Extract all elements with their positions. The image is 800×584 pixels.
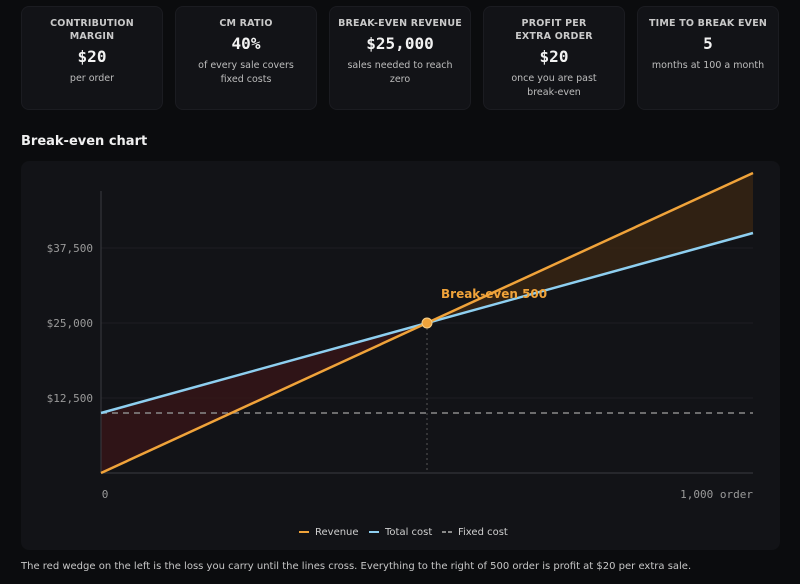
card-label: CM RATIO <box>219 18 273 29</box>
card-subtext: sales needed to reach zero <box>347 60 453 85</box>
legend-label: Revenue <box>315 527 359 538</box>
card-value: 40% <box>231 34 261 53</box>
break-even-marker <box>421 317 433 329</box>
card-subtext: per order <box>69 73 115 84</box>
metric-cards: CONTRIBUTION MARGIN $20 per order CM RAT… <box>21 6 780 110</box>
chart-footnote: The red wedge on the left is the loss yo… <box>21 561 692 572</box>
section-title: Break-even chart <box>21 134 148 149</box>
card-label: PROFIT PER EXTRA ORDER <box>515 18 593 42</box>
card-time-to-break-even: TIME TO BREAK EVEN 5 months at 100 a mon… <box>637 6 779 110</box>
card-contribution-margin: CONTRIBUTION MARGIN $20 per order <box>21 6 163 110</box>
legend-label: Total cost <box>384 527 432 538</box>
card-cm-ratio: CM RATIO 40% of every sale covers fixed … <box>175 6 317 110</box>
chart-svg: Break-even 500 $12,500 $25,000 $37,500 0 1,00… <box>47 171 754 538</box>
y-tick-label: $12,500 <box>47 392 93 405</box>
x-tick-label: 1,000 order <box>680 488 753 501</box>
card-profit-per-extra-order: PROFIT PER EXTRA ORDER $20 once you are … <box>483 6 625 110</box>
legend-label: Fixed cost <box>458 527 508 538</box>
card-label: CONTRIBUTION MARGIN <box>50 18 134 42</box>
break-even-chart: Break-even 500 $12,500 $25,000 $37,500 0 1,00… <box>21 161 780 550</box>
y-tick-label: $37,500 <box>47 242 93 255</box>
card-value: 5 <box>703 34 713 53</box>
y-tick-label: $25,000 <box>47 317 93 330</box>
card-value: $20 <box>77 47 107 66</box>
card-value: $20 <box>539 47 569 66</box>
card-subtext: of every sale covers fixed costs <box>198 60 294 85</box>
card-subtext: once you are past break-even <box>511 73 597 98</box>
x-tick-label: 0 <box>102 488 109 501</box>
card-break-even-revenue: BREAK-EVEN REVENUE $25,000 sales needed … <box>329 6 471 110</box>
card-label: BREAK-EVEN REVENUE <box>338 18 462 29</box>
card-label: TIME TO BREAK EVEN <box>648 18 768 29</box>
card-value: $25,000 <box>366 34 434 53</box>
break-even-label: Break-even 500 <box>441 287 547 301</box>
card-subtext: months at 100 a month <box>651 60 765 71</box>
